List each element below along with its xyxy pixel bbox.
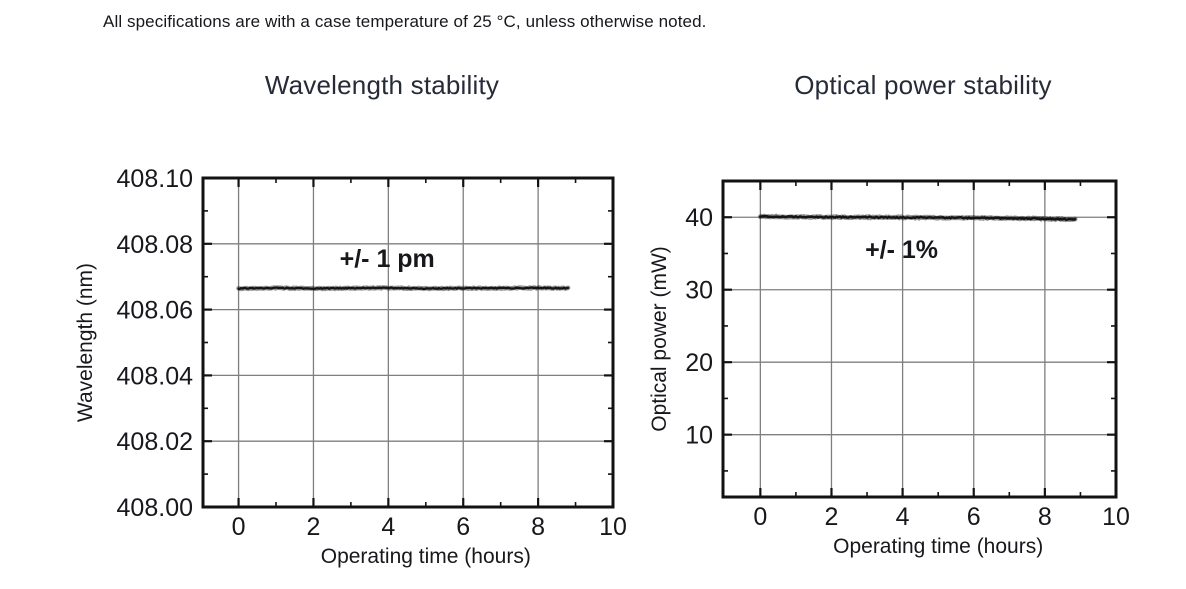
x-tick-label: 4 [896,503,910,531]
x-tick-label: 6 [967,503,981,531]
annotation-label: +/- 1 pm [340,245,435,273]
x-tick-label: 2 [307,513,321,541]
plot-border [201,176,615,509]
x-tick-label: 10 [1102,503,1130,531]
y-tick-label: 10 [685,422,713,450]
y-tick-label: 408.06 [117,297,193,325]
y-tick-label: 408.10 [117,165,193,193]
x-tick-label: 8 [1038,503,1052,531]
chart-1: 0 2 4 6 8 10 10 20 30 40 Operating time (hours) Opt… [648,179,1130,558]
y-tick-label: 408.04 [117,362,194,390]
x-tick-label: 0 [232,513,246,541]
chart-title-wavelength-stability: Wavelength stability [264,70,500,100]
plot-border [721,179,1118,499]
x-axis-title: Operating time (hours) [321,545,531,568]
x-tick-label: 6 [456,513,470,541]
spec-note: All specifications are with a case tempe… [103,12,707,31]
x-tick-label: 10 [599,513,627,541]
y-axis-title: Optical power (mW) [648,246,671,432]
y-tick-label: 20 [685,349,713,377]
y-tick-label: 408.00 [117,494,193,522]
data-line-optical-power [759,214,1077,222]
y-tick-label: 30 [685,277,713,305]
y-tick-label: 408.02 [117,428,193,456]
y-tick-label: 408.08 [117,231,193,259]
x-tick-label: 4 [381,513,395,541]
y-axis-title: Wavelength (nm) [74,263,97,422]
x-tick-label: 0 [753,503,767,531]
y-tick-label: 40 [685,204,713,232]
x-tick-label: 8 [531,513,545,541]
chart-title-optical-power-stability: Optical power stability [794,70,1052,100]
annotation-label: +/- 1% [865,236,938,264]
chart-0: 0 2 4 6 8 10 408.00 408.02 408.04 408.06 408.08 408… [74,165,627,568]
data-line-wavelength [237,286,570,291]
x-tick-label: 2 [825,503,839,531]
x-axis-title: Operating time (hours) [833,535,1043,558]
